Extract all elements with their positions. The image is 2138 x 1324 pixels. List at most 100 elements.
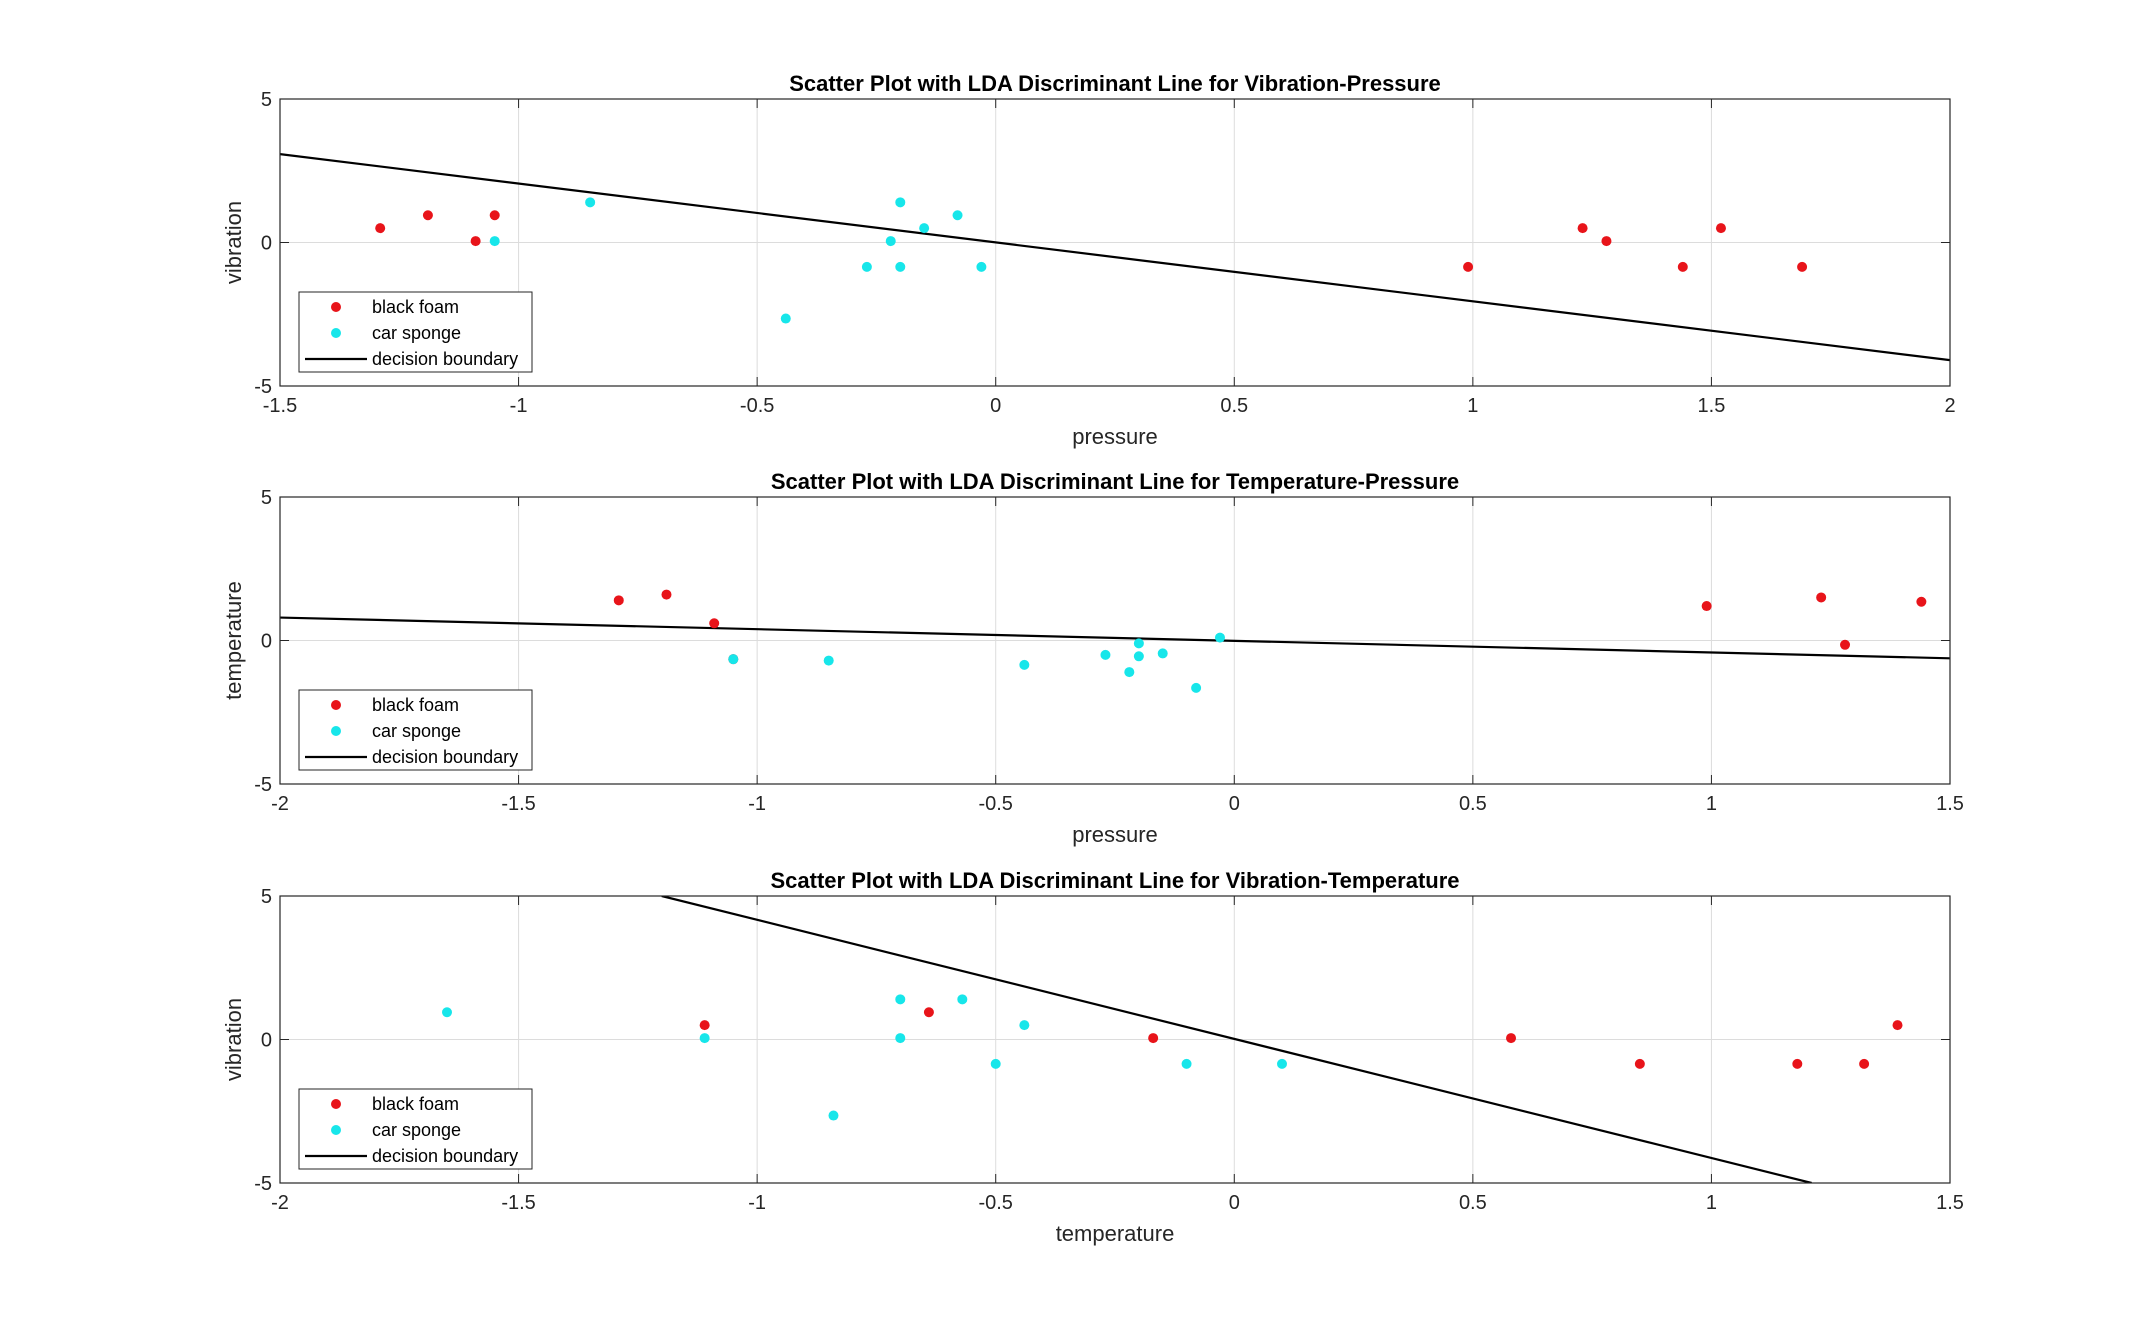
legend-decision-boundary-label: decision boundary xyxy=(372,349,518,369)
car-sponge-point xyxy=(1019,659,1030,670)
x-tick-label: -1.5 xyxy=(263,395,297,417)
axes-box xyxy=(279,496,1951,785)
car-sponge-point xyxy=(952,210,963,221)
black-foam-point xyxy=(709,618,720,629)
black-foam-point xyxy=(1601,236,1612,247)
subplot-1: -1.5 -1 -0.5 0 0.5 1 1.5 2 -5 0 5 Scatter Plot with… xyxy=(221,71,1956,449)
x-tick-label: -0.5 xyxy=(740,395,774,417)
legend-car-sponge-marker xyxy=(331,328,341,338)
car-sponge-point xyxy=(1277,1058,1287,1069)
legend-car-sponge-marker xyxy=(331,726,341,736)
x-tick-label: -0.5 xyxy=(978,1192,1012,1214)
car-sponge-point xyxy=(919,223,930,234)
x-tick-label: 0 xyxy=(1229,1192,1240,1214)
car-sponge-point xyxy=(1133,638,1144,649)
y-axis-label: temperature xyxy=(221,581,246,700)
x-tick-label: 1.5 xyxy=(1698,395,1726,417)
decision-boundary-line xyxy=(280,616,1950,660)
car-sponge-point xyxy=(895,197,906,208)
legend: black foam car sponge decision boundary xyxy=(298,1088,533,1170)
legend-black-foam-marker xyxy=(331,700,341,710)
legend-car-sponge-label: car sponge xyxy=(372,1120,461,1140)
legend: black foam car sponge decision boundary xyxy=(298,291,533,373)
x-tick-label: 0.5 xyxy=(1459,793,1487,815)
black-foam-point xyxy=(613,595,624,606)
black-foam-point xyxy=(923,1007,934,1018)
car-sponge-point xyxy=(1214,632,1225,643)
x-tick-label: 1 xyxy=(1467,395,1478,417)
car-sponge-point xyxy=(699,1033,710,1044)
chart-title: Scatter Plot with LDA Discriminant Line … xyxy=(771,469,1459,494)
black-foam-point xyxy=(1677,261,1688,272)
axes-box xyxy=(279,895,1951,1184)
y-tick-label: 5 xyxy=(261,886,272,908)
x-tick-label: 1 xyxy=(1706,1192,1717,1214)
black-foam-point xyxy=(422,210,433,221)
x-tick-label: 1 xyxy=(1706,793,1717,815)
x-tick-label: 0.5 xyxy=(1220,395,1248,417)
legend-black-foam-marker xyxy=(331,1099,341,1109)
black-foam-point xyxy=(375,223,386,234)
legend-black-foam-label: black foam xyxy=(372,695,459,715)
car-sponge-point xyxy=(728,654,739,665)
black-foam-point xyxy=(489,210,500,221)
x-tick-label: -1 xyxy=(748,1192,766,1214)
x-tick-label: -0.5 xyxy=(978,793,1012,815)
car-sponge-point xyxy=(823,655,834,666)
car-sponge-point xyxy=(585,197,596,208)
black-foam-point xyxy=(1792,1058,1803,1069)
black-foam-point xyxy=(1892,1020,1903,1031)
y-tick-label: -5 xyxy=(254,774,272,796)
y-axis-label: vibration xyxy=(221,201,246,284)
black-foam-point xyxy=(699,1020,710,1031)
black-foam-point xyxy=(1840,639,1851,650)
black-foam-point xyxy=(1816,592,1827,603)
car-sponge-point xyxy=(895,1033,906,1044)
chart-title: Scatter Plot with LDA Discriminant Line … xyxy=(770,868,1459,893)
black-foam-point xyxy=(1148,1033,1159,1044)
x-tick-label: 0 xyxy=(990,395,1001,417)
chart-title: Scatter Plot with LDA Discriminant Line … xyxy=(789,71,1441,96)
legend-black-foam-marker xyxy=(331,302,341,312)
black-foam-point xyxy=(1634,1058,1645,1069)
legend-decision-boundary-label: decision boundary xyxy=(372,1146,518,1166)
car-sponge-point xyxy=(780,313,791,324)
black-foam-point xyxy=(1506,1033,1517,1044)
y-tick-label: 0 xyxy=(261,233,272,255)
car-sponge-point xyxy=(1019,1020,1030,1031)
x-tick-label: 0 xyxy=(1229,793,1240,815)
black-foam-point xyxy=(470,236,481,247)
x-tick-label: 2 xyxy=(1944,395,1955,417)
y-tick-label: 5 xyxy=(261,487,272,509)
car-sponge-point xyxy=(976,261,987,272)
legend-black-foam-label: black foam xyxy=(372,297,459,317)
car-sponge-point xyxy=(895,994,906,1005)
y-tick-label: 0 xyxy=(261,631,272,653)
x-tick-label: 1.5 xyxy=(1936,1192,1964,1214)
black-foam-point xyxy=(1859,1058,1870,1069)
car-sponge-point xyxy=(1124,667,1135,678)
y-tick-label: 5 xyxy=(261,89,272,111)
legend-car-sponge-label: car sponge xyxy=(372,323,461,343)
car-sponge-point xyxy=(885,236,896,247)
car-sponge-point xyxy=(861,261,872,272)
x-axis-label: pressure xyxy=(1072,424,1158,449)
subplot-2: -2 -1.5 -1 -0.5 0 0.5 1 1.5 -5 0 5 Scatter Plot wit… xyxy=(221,469,1964,847)
legend-car-sponge-marker xyxy=(331,1125,341,1135)
car-sponge-point xyxy=(1191,682,1202,693)
decision-boundary-line xyxy=(661,896,1812,1183)
x-axis-label: temperature xyxy=(1056,1221,1175,1246)
y-axis-label: vibration xyxy=(221,998,246,1081)
subplot-3: -2 -1.5 -1 -0.5 0 0.5 1 1.5 -5 0 5 Scatter Plot wit… xyxy=(221,868,1964,1246)
car-sponge-point xyxy=(895,261,906,272)
x-tick-label: 0.5 xyxy=(1459,1192,1487,1214)
y-tick-label: -5 xyxy=(254,376,272,398)
legend: black foam car sponge decision boundary xyxy=(298,689,533,771)
x-tick-label: -2 xyxy=(271,793,289,815)
black-foam-point xyxy=(661,589,672,600)
legend-decision-boundary-label: decision boundary xyxy=(372,747,518,767)
legend-black-foam-label: black foam xyxy=(372,1094,459,1114)
car-sponge-point xyxy=(442,1007,452,1018)
black-foam-point xyxy=(1916,596,1927,607)
